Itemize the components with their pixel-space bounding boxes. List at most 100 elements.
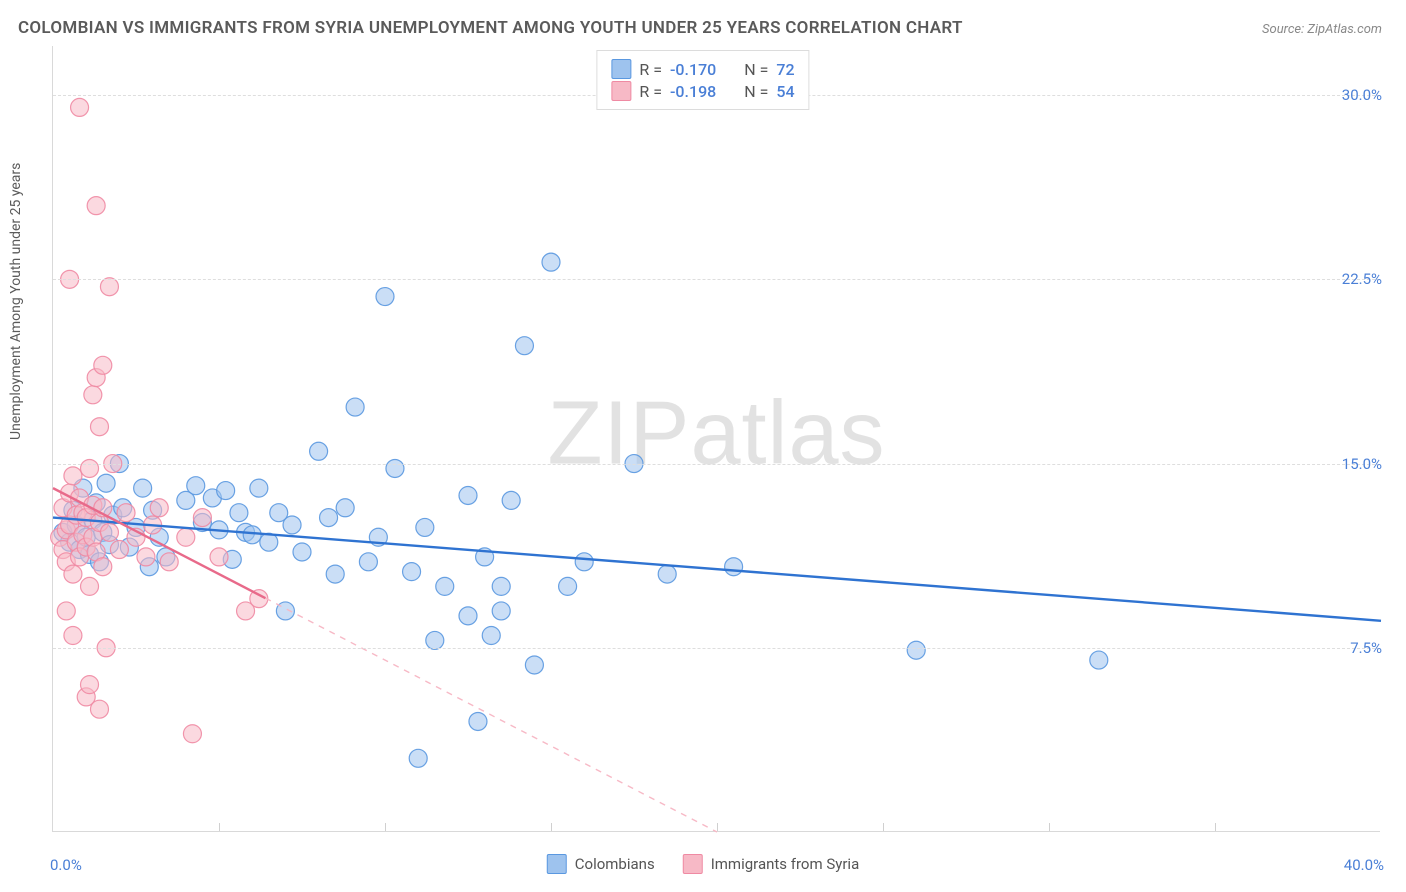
data-point: [81, 577, 99, 595]
legend-row: R = -0.198 N = 54: [611, 81, 794, 101]
y-tick-label: 7.5%: [1350, 639, 1382, 657]
data-point: [230, 504, 248, 522]
data-point: [575, 553, 593, 571]
data-point: [525, 656, 543, 674]
data-point: [110, 541, 128, 559]
data-point: [1090, 651, 1108, 669]
legend-r-value: -0.170: [670, 60, 716, 79]
x-tick: [1215, 823, 1216, 831]
data-point: [492, 602, 510, 620]
x-tick: [717, 823, 718, 831]
gridline: [53, 648, 1380, 649]
data-point: [100, 523, 118, 541]
legend-swatch: [683, 854, 703, 874]
data-point: [71, 98, 89, 116]
legend-series-name: Immigrants from Syria: [711, 855, 860, 873]
data-point: [250, 479, 268, 497]
y-axis-label: Unemployment Among Youth under 25 years: [8, 163, 24, 440]
data-point: [403, 563, 421, 581]
legend-swatch: [611, 59, 631, 79]
data-point: [320, 509, 338, 527]
legend-item: Immigrants from Syria: [683, 854, 860, 874]
data-point: [336, 499, 354, 517]
data-point: [64, 627, 82, 645]
data-point: [515, 337, 533, 355]
gridline: [53, 279, 1380, 280]
data-point: [725, 558, 743, 576]
legend-n-value: 72: [776, 60, 794, 79]
data-point: [84, 386, 102, 404]
x-tick: [385, 823, 386, 831]
y-tick-label: 22.5%: [1342, 270, 1382, 288]
data-point: [542, 253, 560, 271]
x-tick: [219, 823, 220, 831]
data-point: [359, 553, 377, 571]
data-point: [907, 641, 925, 659]
data-point: [293, 543, 311, 561]
data-point: [658, 565, 676, 583]
data-point: [97, 474, 115, 492]
data-point: [416, 518, 434, 536]
data-point: [100, 278, 118, 296]
x-tick: [883, 823, 884, 831]
data-point: [150, 499, 168, 517]
data-point: [310, 442, 328, 460]
data-point: [459, 486, 477, 504]
data-point: [502, 491, 520, 509]
series-legend: Colombians Immigrants from Syria: [547, 854, 859, 874]
chart-title: COLOMBIAN VS IMMIGRANTS FROM SYRIA UNEMP…: [18, 18, 963, 38]
data-point: [459, 607, 477, 625]
legend-swatch: [611, 81, 631, 101]
data-point: [187, 477, 205, 495]
data-point: [94, 356, 112, 374]
legend-n-label: N =: [744, 60, 768, 79]
data-point: [492, 577, 510, 595]
legend-r-label: R =: [639, 82, 662, 101]
y-tick-label: 15.0%: [1342, 455, 1382, 473]
x-max-label: 40.0%: [1344, 856, 1384, 874]
data-point: [64, 565, 82, 583]
data-point: [160, 553, 178, 571]
data-point: [117, 504, 135, 522]
legend-r-label: R =: [639, 60, 662, 79]
data-point: [137, 548, 155, 566]
data-point: [346, 398, 364, 416]
legend-series-name: Colombians: [575, 855, 655, 873]
data-point: [90, 700, 108, 718]
data-point: [183, 725, 201, 743]
data-point: [482, 627, 500, 645]
data-point: [94, 558, 112, 576]
x-tick: [1049, 823, 1050, 831]
data-point: [134, 479, 152, 497]
scatter-svg: [53, 46, 1380, 831]
legend-swatch: [547, 854, 567, 874]
data-point: [326, 565, 344, 583]
legend-n-label: N =: [744, 82, 768, 101]
gridline: [53, 464, 1380, 465]
data-point: [57, 602, 75, 620]
data-point: [81, 459, 99, 477]
data-point: [90, 418, 108, 436]
x-tick: [551, 823, 552, 831]
legend-n-value: 54: [776, 82, 794, 101]
data-point: [81, 676, 99, 694]
x-origin-label: 0.0%: [50, 856, 82, 874]
legend-r-value: -0.198: [670, 82, 716, 101]
plot-area: ZIPatlas 7.5%15.0%22.5%30.0%: [52, 46, 1380, 832]
data-point: [426, 631, 444, 649]
y-tick-label: 30.0%: [1342, 86, 1382, 104]
data-point: [559, 577, 577, 595]
legend-item: Colombians: [547, 854, 655, 874]
data-point: [436, 577, 454, 595]
data-point: [87, 197, 105, 215]
data-point: [469, 712, 487, 730]
data-point: [283, 516, 301, 534]
data-point: [193, 509, 211, 527]
correlation-legend: R = -0.170 N = 72 R = -0.198 N = 54: [596, 50, 809, 110]
data-point: [210, 548, 228, 566]
data-point: [409, 749, 427, 767]
source-attribution: Source: ZipAtlas.com: [1262, 22, 1382, 37]
data-point: [217, 482, 235, 500]
data-point: [177, 528, 195, 546]
data-point: [64, 467, 82, 485]
